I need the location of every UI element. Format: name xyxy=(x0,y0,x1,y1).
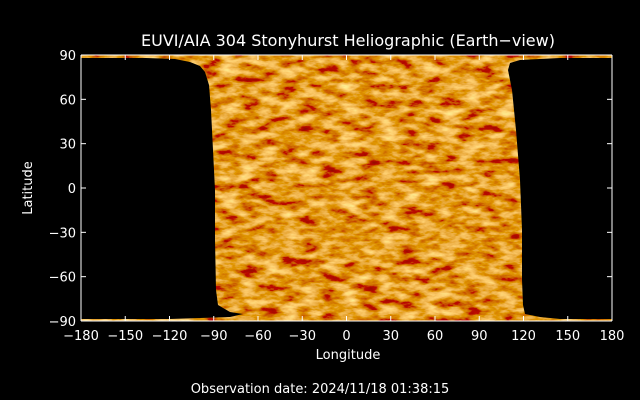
x-tick-label: 90 xyxy=(471,329,488,344)
x-tick-label: −120 xyxy=(152,329,188,344)
solar-map-image xyxy=(81,55,612,321)
x-tick-label: 120 xyxy=(511,329,536,344)
map-title: EUVI/AIA 304 Stonyhurst Heliographic (Ea… xyxy=(141,31,555,50)
y-tick-label: −60 xyxy=(49,271,76,286)
x-tick-label: 180 xyxy=(600,329,625,344)
x-tick-label: 30 xyxy=(382,329,399,344)
y-tick-label: 0 xyxy=(68,182,76,197)
x-axis-ticks: −180 −150 −120 −90 −60 −30 0 30 60 90 120 150 180 xyxy=(63,55,624,344)
x-axis-label: Longitude xyxy=(316,348,381,363)
x-tick-label: −90 xyxy=(200,329,227,344)
y-axis-ticks: 90 60 30 0 −30 −60 −90 xyxy=(49,49,612,330)
y-tick-label: −30 xyxy=(49,226,76,241)
y-tick-label: −90 xyxy=(49,315,76,330)
x-tick-label: −180 xyxy=(63,329,99,344)
y-tick-label: 30 xyxy=(59,138,76,153)
observation-date: Observation date: 2024/11/18 01:38:15 xyxy=(191,382,450,397)
y-tick-label: 60 xyxy=(59,93,76,108)
x-tick-label: −30 xyxy=(289,329,316,344)
y-tick-label: 90 xyxy=(59,49,76,64)
no-data-right xyxy=(508,58,612,319)
y-axis-label: Latitude xyxy=(21,161,36,215)
no-data-left xyxy=(81,58,243,319)
x-tick-label: −60 xyxy=(244,329,271,344)
x-tick-label: 150 xyxy=(555,329,580,344)
x-tick-label: 0 xyxy=(342,329,350,344)
x-tick-label: 60 xyxy=(427,329,444,344)
x-tick-label: −150 xyxy=(107,329,143,344)
